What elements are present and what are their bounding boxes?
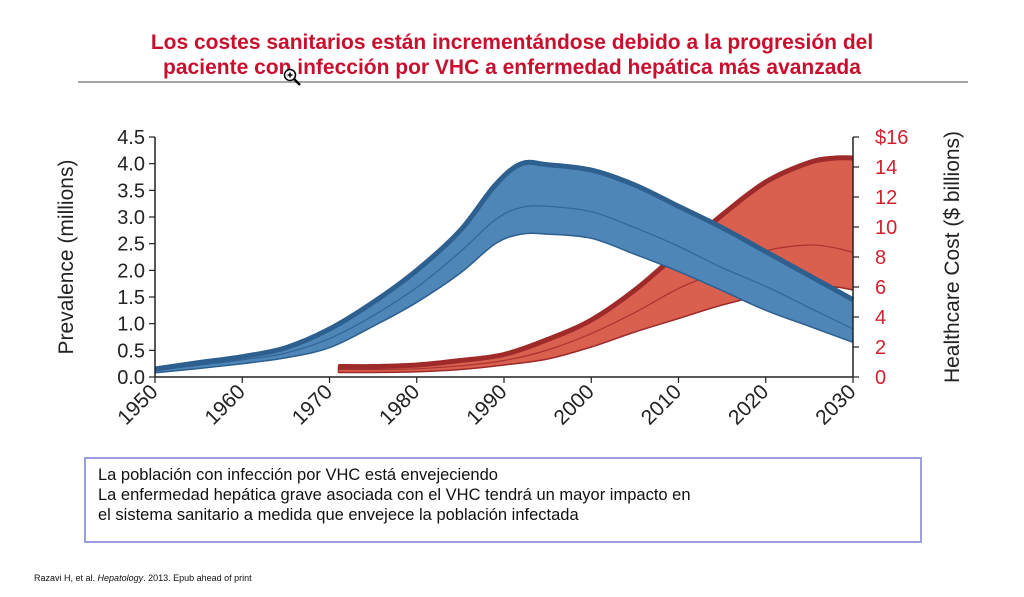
y-right-tick-label: 6 bbox=[875, 277, 886, 299]
x-tick-label: 2020 bbox=[724, 380, 773, 429]
y-left-tick-label: 3.5 bbox=[117, 180, 145, 202]
note-line-3: el sistema sanitario a medida que enveje… bbox=[98, 506, 579, 524]
y-left-tick-label: 2.5 bbox=[117, 234, 145, 256]
hcv-chart: 0.0 0.5 1.0 1.5 2.0 2.5 3.0 3.5 4.0 4.5 0 2 4 6 8 10 12 1… bbox=[55, 127, 964, 430]
x-tick-label: 2000 bbox=[549, 380, 598, 429]
slide-title-line-1: Los costes sanitarios están incrementánd… bbox=[150, 31, 874, 54]
y-axis-right-label: Healthcare Cost ($ billions) bbox=[941, 131, 964, 383]
citation-authors: Razavi H, et al. bbox=[34, 573, 96, 583]
slide-title: Los costes sanitarios están incrementánd… bbox=[0, 30, 1024, 80]
cost-upper-edge bbox=[338, 155, 854, 370]
x-tick-label: 1970 bbox=[288, 380, 337, 429]
citation: Razavi H, et al. Hepatology. 2013. Epub … bbox=[34, 573, 252, 583]
y-left-tick-label: 0.0 bbox=[117, 367, 145, 389]
slide-title-line-2: paciente con infección por VHC a enferme… bbox=[163, 56, 861, 79]
y-right-tick-label: 4 bbox=[875, 307, 886, 329]
y-right-tick-label: 10 bbox=[875, 217, 897, 239]
y-left-tick-label: 4.5 bbox=[117, 127, 145, 149]
y-left-tick-label: 2.0 bbox=[117, 260, 145, 282]
prevalence-lower-edge bbox=[154, 232, 854, 374]
x-tick-label: 2010 bbox=[637, 380, 686, 429]
y-left-tick-label: 0.5 bbox=[117, 340, 145, 362]
y-right-tick-label: 8 bbox=[875, 247, 886, 269]
citation-rest: . 2013. Epub ahead of print bbox=[143, 573, 252, 583]
prevalence-upper-edge bbox=[154, 159, 855, 372]
x-tick-label: 1960 bbox=[200, 380, 249, 429]
x-tick-label: 2030 bbox=[811, 380, 860, 429]
cost-median-line bbox=[338, 244, 854, 371]
y-right-tick-label: $16 bbox=[875, 127, 908, 149]
y-right-tick-label: 12 bbox=[875, 187, 897, 209]
y-right-tick-label: 2 bbox=[875, 337, 886, 359]
notes-box: La población con infección por VHC está … bbox=[84, 457, 922, 543]
x-tick-label: 1990 bbox=[462, 380, 511, 429]
prevalence-median-line bbox=[154, 205, 854, 372]
y-left-tick-label: 3.0 bbox=[117, 207, 145, 229]
x-tick-label: 1980 bbox=[375, 380, 424, 429]
note-line-2: La enfermedad hepática grave asociada co… bbox=[98, 486, 691, 504]
y-left-tick-label: 1.0 bbox=[117, 314, 145, 336]
zoom-in-icon bbox=[283, 68, 301, 86]
title-divider bbox=[78, 81, 968, 83]
citation-journal: Hepatology bbox=[97, 573, 144, 583]
y-right-tick-label: 14 bbox=[875, 157, 897, 179]
y-left-tick-label: 1.5 bbox=[117, 287, 145, 309]
y-axis-left-label: Prevalence (millions) bbox=[55, 160, 78, 355]
y-left-tick-label: 4.0 bbox=[117, 154, 145, 176]
y-right-tick-label: 0 bbox=[875, 367, 886, 389]
note-line-1: La población con infección por VHC está … bbox=[98, 466, 498, 484]
